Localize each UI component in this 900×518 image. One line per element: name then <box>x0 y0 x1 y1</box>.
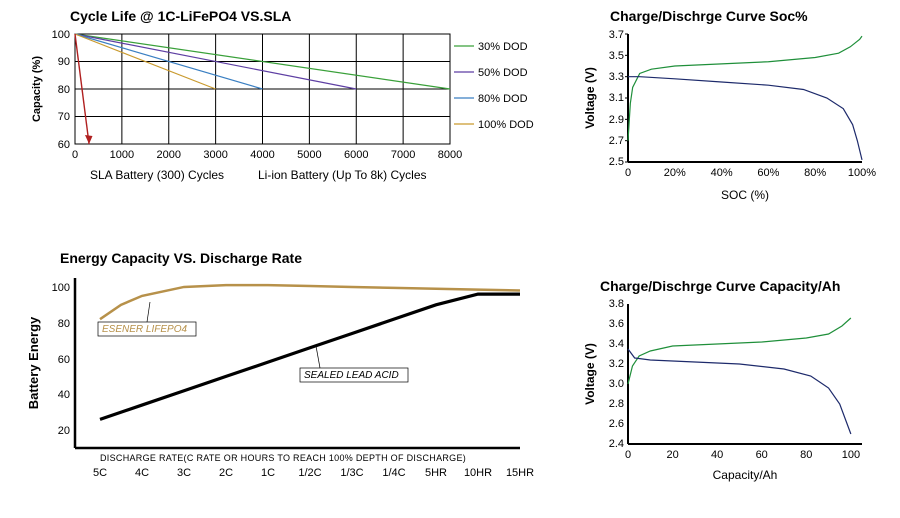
cap-yticks: 2.4 2.6 2.8 3.0 3.2 3.4 3.6 3.8 <box>609 298 624 450</box>
svg-text:90: 90 <box>58 56 70 68</box>
svg-text:2.7: 2.7 <box>609 135 624 147</box>
svg-text:80: 80 <box>58 318 70 330</box>
svg-text:6000: 6000 <box>344 149 368 161</box>
cycle-life-xticks: 0 1000 2000 3000 4000 5000 6000 7000 800… <box>72 149 462 161</box>
svg-text:100: 100 <box>52 29 70 41</box>
svg-text:40: 40 <box>58 389 70 401</box>
svg-text:SEALED LEAD ACID: SEALED LEAD ACID <box>304 370 399 381</box>
cap-xticks: 0 20 40 60 80 100 <box>625 449 860 461</box>
cap-chart: 2.4 2.6 2.8 3.0 3.2 3.4 3.6 3.8 0 20 40 … <box>580 294 880 494</box>
svg-text:3.3: 3.3 <box>609 71 624 83</box>
soc-xticks: 0 20% 40% 60% 80% 100% <box>625 167 876 179</box>
cycle-life-subtitle-left: SLA Battery (300) Cycles <box>90 168 224 182</box>
svg-text:1/4C: 1/4C <box>382 467 405 479</box>
energy-yticks: 20 40 60 80 100 <box>52 282 70 437</box>
soc-ylabel: Voltage (V) <box>583 67 597 129</box>
svg-text:10HR: 10HR <box>464 467 492 479</box>
svg-text:4000: 4000 <box>250 149 274 161</box>
svg-text:2.5: 2.5 <box>609 156 624 168</box>
soc-panel: Charge/Dischrge Curve Soc% 2.5 2.7 2.9 3… <box>580 8 880 219</box>
energy-xticks: 5C 4C 3C 2C 1C 1/2C 1/3C 1/4C 5HR 10HR 1… <box>93 467 534 479</box>
svg-text:4C: 4C <box>135 467 149 479</box>
soc-xlabel: SOC (%) <box>721 188 769 202</box>
cycle-life-legend: 30% DOD 50% DOD 80% DOD 100% DOD <box>454 41 534 131</box>
svg-text:80: 80 <box>800 449 812 461</box>
cap-title: Charge/Dischrge Curve Capacity/Ah <box>600 278 880 294</box>
svg-text:3.5: 3.5 <box>609 50 624 62</box>
svg-text:40%: 40% <box>711 167 733 179</box>
svg-text:3000: 3000 <box>203 149 227 161</box>
callout-sla: SEALED LEAD ACID <box>300 346 408 382</box>
cycle-life-ylabel: Capacity (%) <box>31 56 43 122</box>
legend-dod80: 80% DOD <box>478 93 528 105</box>
svg-text:2.8: 2.8 <box>609 398 624 410</box>
svg-text:0: 0 <box>625 449 631 461</box>
series-lifepo4 <box>100 285 520 319</box>
svg-text:2C: 2C <box>219 467 233 479</box>
svg-text:3.1: 3.1 <box>609 92 624 104</box>
svg-text:60: 60 <box>756 449 768 461</box>
energy-note: DISCHARGE RATE(C RATE OR HOURS TO REACH … <box>100 453 466 463</box>
svg-text:5HR: 5HR <box>425 467 447 479</box>
svg-text:2000: 2000 <box>157 149 181 161</box>
svg-text:3.0: 3.0 <box>609 378 624 390</box>
svg-text:5000: 5000 <box>297 149 321 161</box>
cycle-life-chart: 60 70 80 90 100 0 1000 2000 3000 4000 50… <box>20 24 540 194</box>
svg-text:0: 0 <box>625 167 631 179</box>
svg-text:40: 40 <box>711 449 723 461</box>
svg-text:0: 0 <box>72 149 78 161</box>
legend-dod50: 50% DOD <box>478 67 528 79</box>
soc-title: Charge/Dischrge Curve Soc% <box>610 8 880 24</box>
svg-text:1000: 1000 <box>110 149 134 161</box>
svg-text:3.7: 3.7 <box>609 29 624 41</box>
svg-text:2.9: 2.9 <box>609 114 624 126</box>
cycle-life-yticks: 60 70 80 90 100 <box>52 29 70 151</box>
energy-ylabel: Battery Energy <box>26 316 41 409</box>
svg-text:3C: 3C <box>177 467 191 479</box>
cap-xlabel: Capacity/Ah <box>713 468 778 482</box>
cap-panel: Charge/Dischrge Curve Capacity/Ah 2.4 2.… <box>580 278 880 499</box>
svg-text:60%: 60% <box>757 167 779 179</box>
svg-text:3.6: 3.6 <box>609 318 624 330</box>
svg-text:1/2C: 1/2C <box>298 467 321 479</box>
svg-text:70: 70 <box>58 111 70 123</box>
svg-text:60: 60 <box>58 139 70 151</box>
svg-text:15HR: 15HR <box>506 467 534 479</box>
cycle-life-panel: Cycle Life @ 1C-LiFePO4 VS.SLA 60 70 80 … <box>20 8 540 199</box>
svg-text:60: 60 <box>58 354 70 366</box>
cycle-life-subtitle-right: Li-ion Battery (Up To 8k) Cycles <box>258 168 427 182</box>
svg-text:20%: 20% <box>664 167 686 179</box>
soc-yticks: 2.5 2.7 2.9 3.1 3.3 3.5 3.7 <box>609 29 628 168</box>
cap-ylabel: Voltage (V) <box>583 343 597 405</box>
svg-text:1/3C: 1/3C <box>340 467 363 479</box>
svg-text:100%: 100% <box>848 167 876 179</box>
cycle-life-title: Cycle Life @ 1C-LiFePO4 VS.SLA <box>70 8 540 24</box>
svg-text:2.6: 2.6 <box>609 418 624 430</box>
svg-text:100: 100 <box>52 282 70 294</box>
energy-panel: Energy Capacity VS. Discharge Rate 20 40… <box>20 250 540 511</box>
energy-chart: 20 40 60 80 100 5C 4C 3C 2C 1C 1/2C 1/3C… <box>20 266 540 506</box>
svg-text:80: 80 <box>58 84 70 96</box>
svg-text:2.4: 2.4 <box>609 438 624 450</box>
svg-text:20: 20 <box>666 449 678 461</box>
svg-text:3.2: 3.2 <box>609 358 624 370</box>
series-sla <box>100 294 520 419</box>
svg-text:3.4: 3.4 <box>609 338 624 350</box>
svg-text:1C: 1C <box>261 467 275 479</box>
svg-text:80%: 80% <box>804 167 826 179</box>
callout-lifepo4: ESENER LIFEPO4 <box>98 302 196 336</box>
svg-text:8000: 8000 <box>438 149 462 161</box>
svg-text:7000: 7000 <box>391 149 415 161</box>
legend-dod30: 30% DOD <box>478 41 528 53</box>
svg-text:ESENER LIFEPO4: ESENER LIFEPO4 <box>102 324 187 335</box>
energy-title: Energy Capacity VS. Discharge Rate <box>60 250 540 266</box>
legend-dod100: 100% DOD <box>478 119 534 131</box>
svg-text:100: 100 <box>842 449 860 461</box>
svg-text:5C: 5C <box>93 467 107 479</box>
svg-text:3.8: 3.8 <box>609 298 624 310</box>
svg-text:20: 20 <box>58 425 70 437</box>
soc-chart: 2.5 2.7 2.9 3.1 3.3 3.5 3.7 0 20% 40% 60… <box>580 24 880 214</box>
